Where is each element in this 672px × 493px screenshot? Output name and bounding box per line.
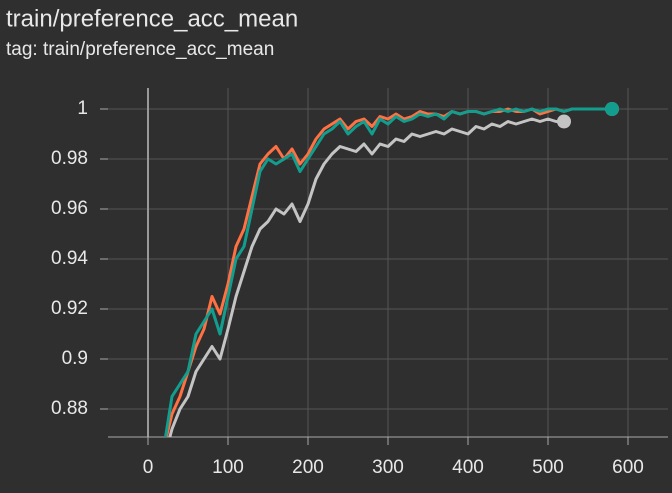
x-tick-label: 500 (532, 457, 564, 478)
x-tick-label: 200 (292, 457, 324, 478)
series-line (164, 107, 612, 437)
y-tick-label: 0.96 (51, 198, 88, 219)
series-line (164, 107, 612, 437)
x-tick-label: 400 (452, 457, 484, 478)
y-tick-label: 0.94 (51, 248, 88, 269)
y-tick-label: 0.92 (51, 298, 88, 319)
end-point (605, 102, 619, 116)
x-tick-label: 600 (612, 457, 644, 478)
x-tick-label: 300 (372, 457, 404, 478)
y-tick-label: 0.9 (62, 348, 88, 369)
end-point (557, 114, 571, 129)
series-line (168, 117, 564, 437)
chart-title: train/preference_acc_mean (6, 5, 298, 32)
x-tick-label: 100 (212, 457, 244, 478)
y-tick-label: 1 (77, 98, 88, 119)
x-tick-label: 0 (143, 457, 154, 478)
plot-area (164, 107, 612, 437)
y-tick-label: 0.98 (51, 148, 88, 169)
chart-subtitle: tag: train/preference_acc_mean (6, 39, 274, 60)
y-tick-label: 0.88 (51, 398, 88, 419)
